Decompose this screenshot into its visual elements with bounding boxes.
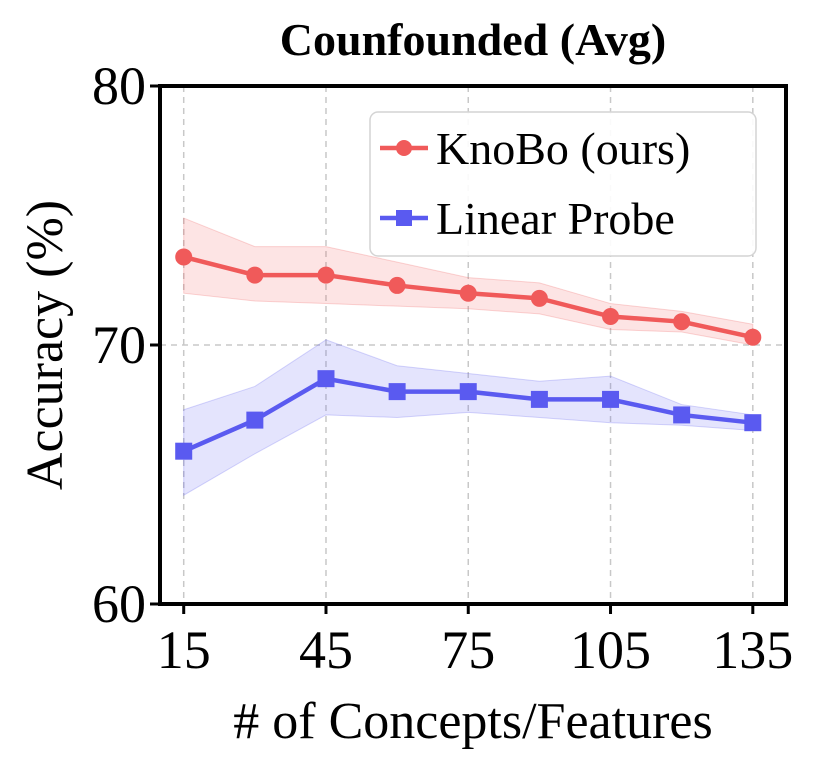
point-knobo-ours-30 [246,266,264,284]
x-tick-label-105: 105 [570,620,651,680]
point-knobo-ours-75 [459,284,477,302]
y-axis-label: Accuracy (%) [17,200,74,490]
legend: KnoBo (ours) Linear Probe [369,111,757,257]
series-markers [175,248,762,460]
y-tick-label-70: 70 [92,315,146,375]
point-linear-probe-15 [175,442,193,460]
x-axis-label: # of Concepts/Features [233,693,712,750]
x-tick-label-135: 135 [712,620,793,680]
point-linear-probe-30 [246,411,264,429]
chart-title: Counfounded (Avg) [280,14,666,65]
legend-label-knobo-ours: KnoBo (ours) [436,123,690,174]
point-linear-probe-135 [744,414,762,432]
point-linear-probe-75 [459,383,477,401]
point-knobo-ours-105 [602,308,620,326]
point-linear-probe-105 [602,390,620,408]
axis-ticks: 15 45 75 105 135 60 70 80 [92,56,793,680]
point-knobo-ours-90 [530,289,548,307]
legend-box [369,111,757,257]
point-knobo-ours-15 [175,248,193,266]
point-linear-probe-90 [530,390,548,408]
point-linear-probe-60 [388,383,406,401]
point-knobo-ours-120 [673,313,691,331]
x-tick-label-75: 75 [441,620,495,680]
point-knobo-ours-60 [388,276,406,294]
legend-label-linear-probe: Linear Probe [436,193,675,244]
legend-marker-knobo-ours [396,140,412,156]
point-knobo-ours-45 [317,266,335,284]
point-linear-probe-120 [673,406,691,424]
x-tick-label-15: 15 [157,620,211,680]
y-tick-label-60: 60 [92,574,146,634]
point-linear-probe-45 [317,370,335,388]
point-knobo-ours-135 [744,328,762,346]
y-tick-label-80: 80 [92,56,146,116]
legend-marker-linear-probe [396,210,412,226]
x-tick-label-45: 45 [299,620,353,680]
